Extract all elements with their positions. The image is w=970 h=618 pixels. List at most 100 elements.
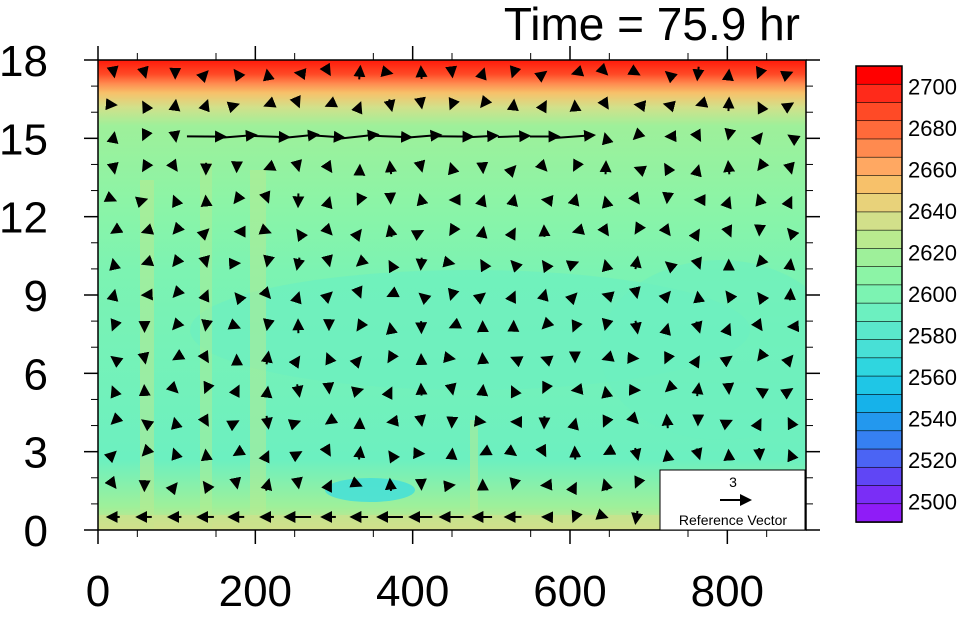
wind-vector bbox=[690, 256, 702, 270]
colorbar-label: 2600 bbox=[908, 282, 957, 307]
wind-vector bbox=[783, 257, 796, 271]
wind-vector bbox=[542, 380, 554, 395]
wind-vector bbox=[565, 481, 577, 496]
wind-vector bbox=[565, 260, 580, 272]
wind-vector bbox=[601, 350, 615, 362]
colorbar-label: 2560 bbox=[908, 365, 957, 390]
wind-vector bbox=[104, 475, 117, 489]
wind-vector bbox=[595, 508, 609, 520]
wind-vector bbox=[664, 379, 678, 393]
wind-vector bbox=[510, 385, 522, 399]
wind-vector bbox=[571, 319, 583, 333]
wind-vector bbox=[628, 286, 641, 300]
wind-vector bbox=[662, 191, 675, 205]
colorbar-swatch bbox=[855, 284, 903, 304]
wind-vector bbox=[320, 222, 333, 236]
wind-vector bbox=[172, 317, 185, 331]
wind-vector bbox=[350, 386, 365, 398]
wind-vector bbox=[446, 416, 459, 429]
wind-vector bbox=[658, 223, 671, 237]
wind-vector bbox=[262, 68, 275, 82]
wind-vector bbox=[384, 160, 397, 175]
wind-vector bbox=[165, 482, 178, 496]
wind-vector bbox=[258, 223, 272, 235]
wind-vector bbox=[110, 318, 122, 332]
wind-vector bbox=[202, 480, 215, 494]
wind-vector bbox=[198, 289, 210, 303]
x-tick-label: 400 bbox=[376, 567, 449, 616]
y-tick-label: 9 bbox=[24, 272, 48, 321]
wind-vector bbox=[721, 68, 734, 82]
wind-vector bbox=[480, 258, 492, 273]
wind-vector bbox=[570, 383, 584, 395]
wind-vector bbox=[165, 380, 179, 394]
wind-vector bbox=[198, 98, 210, 113]
wind-vector bbox=[468, 130, 500, 143]
wind-vector bbox=[783, 287, 796, 301]
wind-vector bbox=[166, 158, 178, 172]
wind-vector bbox=[110, 385, 122, 399]
wind-vector bbox=[290, 291, 302, 305]
wind-vector bbox=[629, 320, 642, 335]
wind-vector bbox=[291, 476, 303, 490]
wind-vector bbox=[258, 286, 272, 300]
colorbar-swatch bbox=[855, 339, 903, 359]
wind-vector bbox=[510, 356, 524, 368]
wind-vector bbox=[601, 478, 613, 492]
wind-vector bbox=[385, 224, 398, 238]
wind-vector bbox=[410, 229, 425, 241]
wind-vector bbox=[631, 510, 644, 525]
wind-vector bbox=[538, 224, 551, 237]
wind-vector bbox=[690, 447, 703, 461]
wind-vector bbox=[597, 96, 609, 110]
wind-vector bbox=[233, 68, 246, 82]
wind-vector bbox=[757, 157, 770, 172]
wind-vector bbox=[413, 159, 426, 173]
wind-vector bbox=[781, 195, 793, 210]
wind-vector bbox=[324, 96, 339, 108]
wind-vector bbox=[757, 101, 769, 115]
wind-vector bbox=[753, 447, 766, 461]
wind-vector bbox=[172, 221, 185, 235]
wind-vector bbox=[475, 194, 487, 208]
wind-vector bbox=[197, 349, 209, 364]
wind-vector bbox=[448, 317, 463, 329]
wind-vector bbox=[629, 447, 642, 461]
colorbar-swatch bbox=[855, 448, 903, 469]
wind-vector bbox=[602, 444, 617, 456]
wind-vector bbox=[141, 443, 155, 457]
wind-vector bbox=[386, 414, 399, 427]
colorbar-swatch bbox=[855, 211, 903, 231]
wind-vector bbox=[322, 382, 335, 395]
x-tick-label: 0 bbox=[86, 567, 110, 616]
wind-vector bbox=[632, 127, 646, 141]
wind-vector bbox=[567, 417, 579, 431]
colorbar-label: 2520 bbox=[908, 448, 957, 473]
wind-vector bbox=[475, 67, 487, 81]
colorbar-swatch bbox=[855, 430, 903, 450]
wind-vector bbox=[320, 159, 333, 174]
wind-vector bbox=[602, 414, 614, 428]
wind-vector bbox=[756, 254, 769, 268]
wind-vector bbox=[110, 222, 124, 234]
wind-vector bbox=[786, 227, 800, 241]
wind-vector bbox=[168, 98, 181, 112]
colorbar-label: 2580 bbox=[908, 323, 957, 348]
wind-vector bbox=[109, 257, 121, 271]
wind-vector bbox=[757, 348, 770, 362]
wind-vector bbox=[356, 192, 368, 206]
wind-vector bbox=[695, 96, 709, 108]
wind-vector bbox=[288, 355, 301, 369]
wind-vector bbox=[475, 225, 488, 239]
colorbar-swatch bbox=[855, 120, 903, 140]
wind-vector bbox=[569, 445, 582, 460]
wind-vector bbox=[781, 354, 794, 368]
wind-vector bbox=[415, 257, 428, 271]
y-tick-label: 12 bbox=[0, 194, 48, 243]
reference-vector-magnitude: 3 bbox=[729, 474, 737, 490]
wind-vector bbox=[540, 355, 554, 367]
wind-vector bbox=[689, 128, 702, 142]
wind-vector bbox=[503, 444, 518, 457]
wind-vector bbox=[601, 291, 615, 303]
wind-vector bbox=[289, 451, 303, 463]
